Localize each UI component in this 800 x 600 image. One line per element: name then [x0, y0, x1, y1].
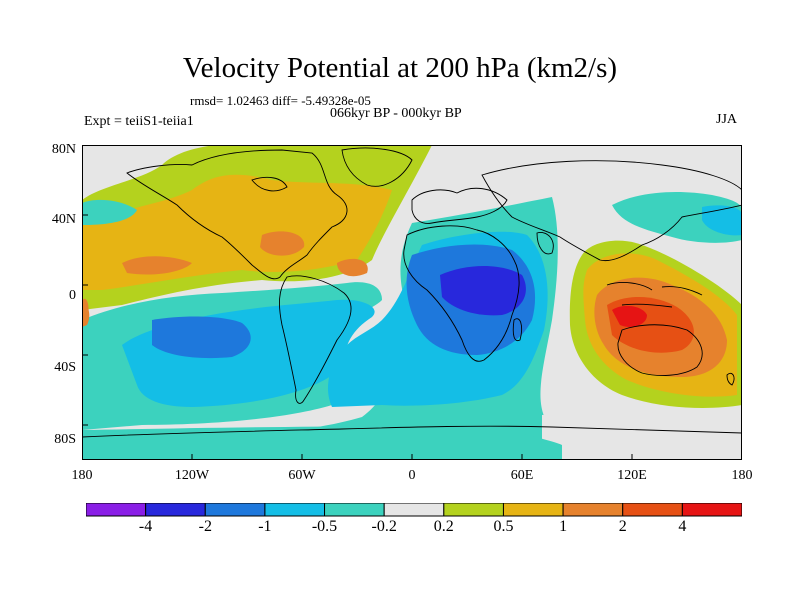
negative-1-south	[152, 316, 251, 359]
season-label: JJA	[716, 112, 738, 127]
y-tick-80n: 80N	[51, 142, 76, 157]
period-label: 066kyr BP - 000kyr BP	[330, 106, 462, 121]
plot-title: Velocity Potential at 200 hPa (km2/s)	[182, 52, 618, 84]
colorbar-box	[383, 503, 445, 517]
colorbar-label: -1	[258, 518, 272, 535]
colorbar-box	[622, 503, 683, 517]
stats-label: rmsd= 1.02463 diff= -5.49328e-05	[190, 93, 371, 108]
colorbar-box	[443, 503, 504, 517]
colorbar-box	[204, 503, 266, 517]
y-tick-40n: 40N	[51, 212, 76, 227]
colorbar-label: -4	[138, 518, 153, 535]
x-tick-180e: 180	[731, 468, 753, 483]
y-tick-80s: 80S	[54, 432, 76, 447]
x-tick-60w: 60W	[288, 468, 316, 483]
colorbar-label: -0.5	[311, 518, 338, 535]
colorbar-box	[502, 503, 564, 517]
x-tick-120w: 120W	[174, 468, 210, 483]
x-tick-0: 0	[408, 468, 416, 483]
negative-northwest	[82, 199, 137, 225]
colorbar-label: 0.2	[433, 518, 454, 535]
x-tick-60e: 60E	[510, 468, 534, 483]
colorbar-label: 1	[559, 518, 568, 535]
negative-northeast	[612, 192, 742, 243]
colorbar-label: 0.5	[493, 518, 514, 535]
coastlines	[82, 147, 742, 438]
colorbar-box	[86, 503, 147, 517]
x-tick-120e: 120E	[617, 468, 647, 483]
negative-2-africa	[440, 266, 526, 316]
colorbar-box	[562, 503, 624, 517]
positive-2-east-edge	[82, 304, 90, 327]
colorbar-label: 4	[678, 518, 687, 535]
colorbar-label: -0.2	[371, 518, 397, 535]
southern-band-negative	[82, 426, 562, 460]
velocity-potential-map	[82, 145, 742, 460]
map-ticks	[82, 145, 633, 460]
y-tick-0: 0	[69, 288, 76, 303]
positive-4-australia	[612, 305, 647, 327]
colorbar-label: -2	[198, 518, 212, 535]
colorbar-label: 2	[618, 518, 627, 535]
colorbar	[86, 503, 742, 517]
colorbar-box	[145, 503, 206, 517]
positive-2-americas	[122, 231, 368, 277]
colorbar-box	[681, 503, 742, 517]
negative-05-northeast	[702, 205, 742, 236]
colorbar-box	[264, 503, 326, 517]
experiment-label: Expt = teiiS1-teiia1	[84, 114, 194, 129]
southern-band-neutral	[542, 407, 742, 460]
colorbar-box	[324, 503, 385, 517]
y-tick-40s: 40S	[54, 360, 76, 375]
x-tick-180w: 180	[71, 468, 93, 483]
